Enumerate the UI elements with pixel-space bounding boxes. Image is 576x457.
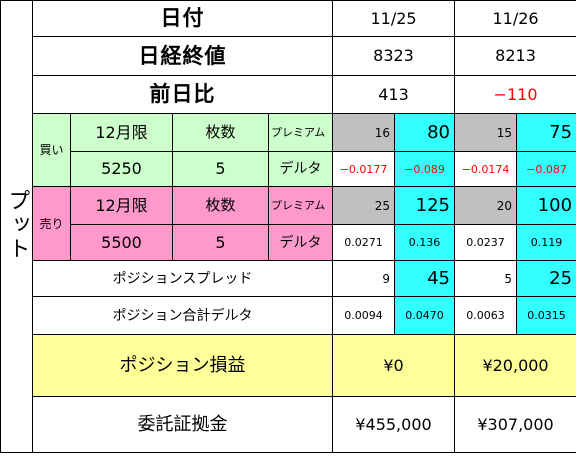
sell-premium-total-2: 100: [516, 186, 576, 225]
pnl-2: ¥20,000: [454, 334, 576, 397]
buy-tag: 買い: [32, 113, 71, 187]
sell-delta-total-2: 0.119: [516, 224, 576, 261]
total-delta-total-1: 0.0470: [393, 296, 456, 335]
buy-delta-unit-1: −0.0177: [332, 151, 395, 187]
sell-strike: 5500: [70, 224, 173, 261]
sell-delta-total-1: 0.136: [393, 224, 456, 261]
sell-month: 12月限: [70, 186, 173, 225]
spread-label: ポジションスプレッド: [32, 260, 333, 297]
buy-premium-total-1: 80: [393, 113, 456, 152]
buy-qty: 5: [172, 151, 269, 187]
total-delta-unit-1: 0.0094: [332, 296, 395, 335]
margin-label: 委託証拠金: [32, 396, 333, 453]
buy-premium-label: プレミアム: [268, 113, 333, 152]
spread-unit-2: 5: [454, 260, 518, 297]
sell-qty-label: 枚数: [172, 186, 269, 225]
buy-premium-unit-2: 15: [454, 113, 518, 152]
margin-1: ¥455,000: [331, 396, 456, 453]
spread-total-2: 25: [516, 260, 576, 297]
sell-delta-unit-1: 0.0271: [332, 224, 395, 261]
pnl-label: ポジション損益: [32, 334, 333, 397]
margin-2: ¥307,000: [454, 396, 576, 453]
sell-delta-label: デルタ: [268, 224, 333, 261]
sell-delta-unit-2: 0.0237: [454, 224, 518, 261]
buy-delta-total-2: −0.087: [516, 151, 576, 187]
sell-premium-label: プレミアム: [268, 186, 333, 225]
total-delta-total-2: 0.0315: [516, 296, 576, 335]
sell-qty: 5: [172, 224, 269, 261]
change-1: 413: [331, 75, 456, 114]
buy-premium-unit-1: 16: [332, 113, 395, 152]
change-label: 前日比: [32, 75, 333, 114]
sell-tag: 売り: [32, 186, 71, 261]
buy-delta-total-1: −0.089: [393, 151, 456, 187]
buy-delta-label: デルタ: [268, 151, 333, 187]
sell-premium-unit-1: 25: [332, 186, 395, 225]
buy-delta-unit-2: −0.0174: [454, 151, 518, 187]
side-label: プット: [4, 189, 30, 261]
total-delta-label: ポジション合計デルタ: [32, 296, 333, 335]
date-2: 11/26: [454, 0, 576, 37]
pnl-1: ¥0: [331, 334, 456, 397]
buy-strike: 5250: [70, 151, 173, 187]
date-label: 日付: [32, 0, 333, 37]
total-delta-unit-2: 0.0063: [454, 296, 518, 335]
close-label: 日経終値: [32, 36, 333, 76]
buy-premium-total-2: 75: [516, 113, 576, 152]
change-2: −110: [454, 75, 576, 114]
date-1: 11/25: [331, 0, 456, 37]
close-1: 8323: [331, 36, 456, 76]
buy-qty-label: 枚数: [172, 113, 269, 152]
sell-premium-unit-2: 20: [454, 186, 518, 225]
close-2: 8213: [454, 36, 576, 76]
side-label-cell: プット: [0, 0, 33, 453]
buy-month: 12月限: [70, 113, 173, 152]
spread-total-1: 45: [393, 260, 456, 297]
sell-premium-total-1: 125: [393, 186, 456, 225]
spread-unit-1: 9: [332, 260, 395, 297]
